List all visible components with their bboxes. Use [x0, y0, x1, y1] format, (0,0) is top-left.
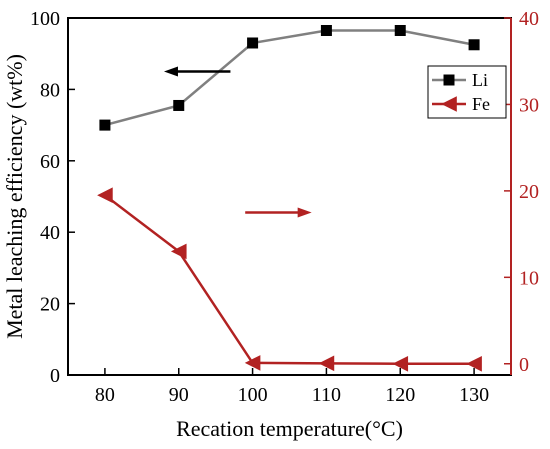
series-line-li	[104, 29, 475, 127]
right-y-tick-label: 40	[519, 8, 539, 30]
data-point-li	[247, 37, 259, 49]
data-point-fe	[392, 355, 409, 372]
legend-label-li: Li	[472, 70, 488, 90]
series-layer	[97, 24, 482, 372]
data-point-li	[320, 24, 332, 36]
data-point-li	[173, 99, 185, 111]
x-tick-label: 90	[169, 384, 189, 406]
left-y-tick-label: 80	[40, 79, 60, 101]
x-axis-title: Recation temperature(°C)	[176, 416, 403, 441]
annotation-arrow-head	[163, 66, 178, 77]
right-y-tick-label: 30	[519, 94, 539, 116]
series-line-fe	[104, 194, 475, 366]
x-tick-label: 80	[95, 384, 115, 406]
right-y-tick-label: 20	[519, 181, 539, 203]
legend-label-fe: Fe	[472, 94, 490, 114]
left-y-axis-ticks: 0 20 40 60 80 100	[30, 8, 75, 387]
legend-marker-fe	[441, 96, 457, 112]
data-point-fe	[244, 355, 261, 371]
data-point-li	[468, 39, 480, 51]
left-y-tick-label: 40	[40, 222, 60, 244]
data-point-fe	[97, 187, 113, 204]
data-point-fe	[466, 355, 482, 372]
data-point-fe	[170, 243, 187, 260]
legend-marker-li	[443, 74, 455, 86]
annotation-layer	[163, 66, 312, 218]
left-y-tick-label: 0	[50, 365, 60, 387]
left-y-tick-label: 20	[40, 294, 60, 316]
x-tick-label: 110	[312, 384, 341, 406]
data-point-li	[394, 24, 406, 36]
left-y-tick-label: 100	[30, 8, 60, 30]
right-y-axis-ticks: 0 10 20 30 40	[504, 8, 539, 376]
x-axis-ticks: 80 90 100 110 120 130	[95, 368, 489, 406]
annotation-arrow-head	[297, 207, 312, 218]
x-tick-label: 100	[238, 384, 268, 406]
right-y-tick-label: 10	[519, 267, 539, 289]
x-tick-label: 120	[385, 384, 415, 406]
legend: Li Fe	[427, 65, 507, 119]
right-y-tick-label: 0	[519, 354, 529, 376]
x-tick-label: 130	[459, 384, 489, 406]
data-point-fe	[318, 355, 335, 372]
y-axis-title: Metal leaching efficiency (wt%)	[2, 54, 27, 339]
data-point-li	[99, 119, 111, 131]
left-y-tick-label: 60	[40, 151, 60, 173]
legend-box	[427, 65, 507, 119]
